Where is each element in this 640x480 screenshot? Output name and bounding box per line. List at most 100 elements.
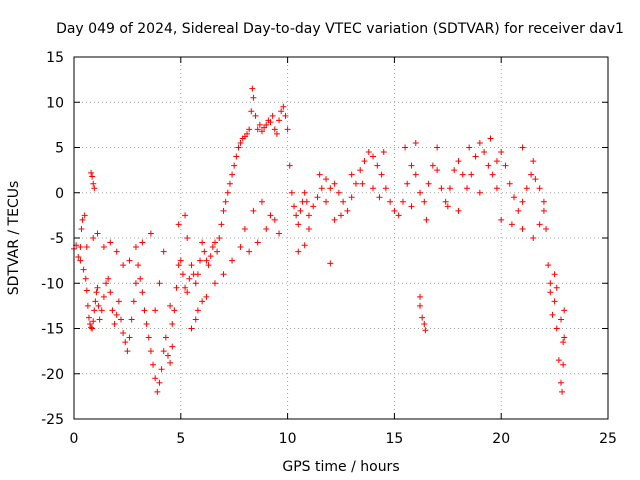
data-point [340,198,347,205]
y-tick-label: -10 [41,276,64,292]
data-point [305,225,312,232]
data-point [220,271,227,278]
data-point [551,271,558,278]
data-point [182,284,189,291]
data-point [519,198,526,205]
data-point [408,162,415,169]
data-point [177,257,184,264]
y-axis-label: SDTVAR / TECUs [6,181,22,296]
data-point [167,359,174,366]
data-point [124,348,131,355]
data-point [88,169,95,176]
data-point [305,212,312,219]
data-point [348,171,355,178]
data-point [421,198,428,205]
data-point [380,149,387,156]
data-point [254,126,261,133]
data-point [301,242,308,249]
data-point [175,262,182,269]
data-points [71,85,568,395]
data-point [327,260,334,267]
data-point [451,167,458,174]
data-point [519,144,526,151]
data-point [335,189,342,196]
data-point [370,185,377,192]
data-point [506,180,513,187]
data-point [169,343,176,350]
data-point [561,334,568,341]
data-point [359,180,366,187]
data-point [331,180,338,187]
data-point [90,180,97,187]
data-point [137,275,144,282]
data-point [297,207,304,214]
data-point [338,212,344,219]
data-point [464,185,471,192]
data-point [203,257,210,264]
data-point [160,248,167,255]
data-point [278,108,285,115]
data-point [248,108,255,115]
data-point [229,171,236,178]
data-point [263,121,270,128]
data-point [87,320,94,327]
data-point [540,198,547,205]
data-point [423,216,430,223]
data-point [130,298,137,305]
data-point [502,162,509,169]
data-point [229,257,236,264]
data-point [404,180,411,187]
data-point [422,327,429,334]
data-point [94,284,101,291]
data-point [286,162,293,169]
data-point [545,262,552,269]
data-point [139,289,146,296]
data-point [113,311,120,318]
data-point [536,185,543,192]
data-point [100,293,107,300]
data-point [81,212,88,219]
data-point [258,128,265,135]
data-point [434,167,441,174]
data-point [455,158,462,165]
data-point [250,94,257,101]
data-point [117,316,124,323]
data-point [459,171,466,178]
data-point [246,126,253,133]
data-point [417,293,424,300]
data-point [188,262,195,269]
data-point [444,203,451,210]
data-point [201,248,208,255]
x-axis-label: GPS time / hours [282,459,399,475]
data-point [402,144,409,151]
data-point [382,185,389,192]
data-point [387,198,394,205]
data-point [237,244,244,251]
data-point [244,130,251,137]
data-point [194,271,201,278]
data-point [241,225,248,232]
data-point [143,320,150,327]
data-point [530,235,537,241]
data-point [269,112,276,119]
data-point [220,207,227,214]
x-tick-label: 15 [385,431,403,447]
data-point [162,334,169,341]
data-point [523,185,530,192]
data-point [357,167,364,174]
data-point [288,189,295,196]
data-point [203,293,210,300]
data-point [88,324,95,331]
data-point [271,126,278,133]
x-tick-label: 25 [599,431,617,447]
data-point [314,194,321,201]
data-point [256,121,263,128]
data-point [540,207,547,214]
data-point [107,289,114,296]
data-point [197,257,204,264]
data-point [175,221,182,228]
data-point [103,280,110,287]
data-point [84,302,91,309]
data-point [156,379,163,386]
